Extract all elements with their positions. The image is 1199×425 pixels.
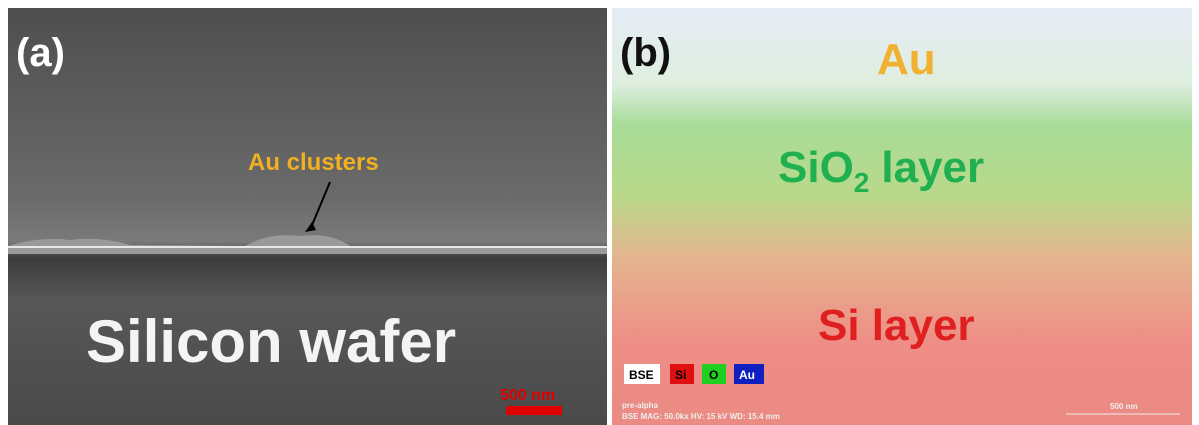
legend-label: Au xyxy=(739,368,755,382)
scale-bar xyxy=(506,406,562,415)
footer-text: BSE MAG: 50.0kx HV: 15 kV WD: 15.4 mm xyxy=(622,412,780,421)
panel-label: (b) xyxy=(620,31,671,75)
panel-b: (b) Au SiO2 layer Si layer BSE Si O Au pr… xyxy=(612,8,1192,425)
layer-label: Si layer xyxy=(818,301,975,350)
legend-label: O xyxy=(709,368,718,382)
scale-label: 500 nm xyxy=(500,387,555,404)
panel-label: (a) xyxy=(16,31,65,75)
footer-text: pre-alpha xyxy=(622,401,659,410)
layer-main: SiO xyxy=(778,143,854,192)
region-label: Silicon wafer xyxy=(86,308,456,375)
legend-label: BSE xyxy=(629,368,654,382)
layer-label: Au xyxy=(877,35,936,84)
figure: (a) Au clusters Silicon wafer 500 nm (b)… xyxy=(0,0,1199,425)
layer-subscript: 2 xyxy=(854,167,870,198)
panel-a: (a) Au clusters Silicon wafer 500 nm xyxy=(8,8,607,425)
layer-suffix: layer xyxy=(881,143,984,192)
footer-scale: 500 nm xyxy=(1110,402,1138,411)
layer-label: SiO2 layer xyxy=(778,143,984,198)
annotation: Au clusters xyxy=(248,149,379,176)
legend-label: Si xyxy=(675,368,686,382)
